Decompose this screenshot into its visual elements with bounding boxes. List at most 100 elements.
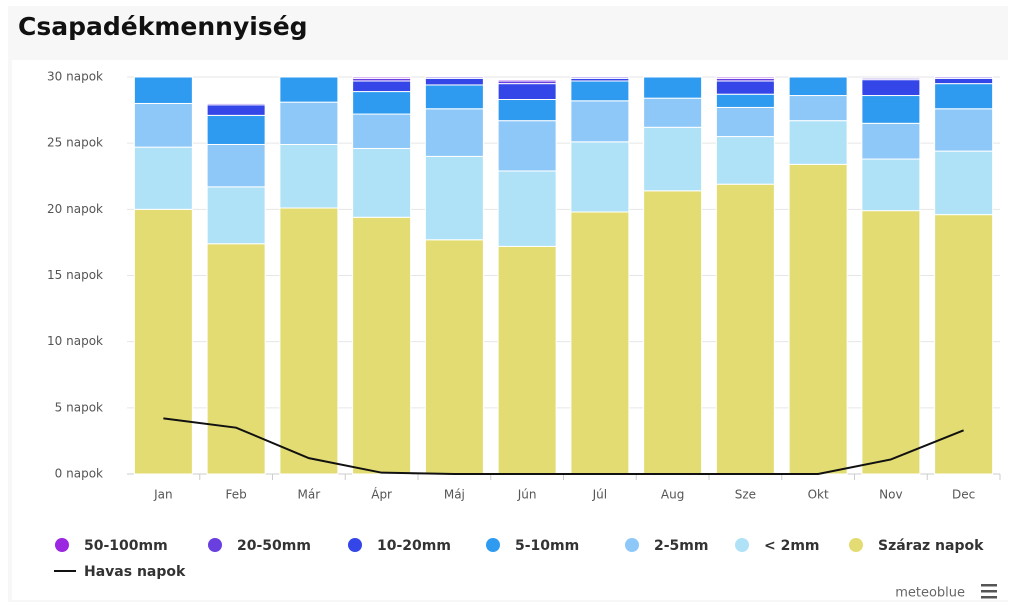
bar-segment (861, 158, 921, 212)
bar-segment (424, 239, 484, 475)
legend-label: 2-5mm (654, 538, 708, 554)
x-tick-label: Júl (592, 488, 607, 502)
bar-segment (934, 150, 994, 216)
bar-segment (133, 102, 193, 148)
bar-segment (570, 100, 630, 143)
bar-segment (643, 126, 703, 192)
bar-segment (133, 76, 193, 104)
bar-segment (497, 170, 557, 247)
bar-segment (352, 216, 412, 475)
bar-segment (352, 91, 412, 115)
legend-label: 20-50mm (237, 538, 311, 554)
bar-segment (934, 108, 994, 152)
legend-label: 10-20mm (377, 538, 451, 554)
bar-segment (497, 79, 557, 82)
bar-segment (715, 136, 775, 185)
x-tick-label: Aug (661, 488, 684, 502)
legend-label: < 2mm (764, 538, 820, 554)
x-tick-label: Már (298, 488, 321, 502)
x-tick-label: Sze (735, 488, 756, 502)
bar-segment (206, 114, 266, 145)
bar-segment (279, 76, 339, 103)
y-tick-label: 30 napok (47, 70, 103, 84)
legend-label: Száraz napok (878, 538, 984, 554)
x-tick-label: Jún (517, 488, 537, 502)
bar-segment (570, 211, 630, 475)
bar-segment (643, 97, 703, 128)
bar-segment (788, 163, 848, 475)
bar-segment (352, 113, 412, 149)
bar-segment (206, 186, 266, 245)
bar-segment (279, 101, 339, 145)
bar-segment (715, 80, 775, 95)
bar-segment (424, 108, 484, 157)
bar-segment (715, 183, 775, 475)
bar-segment (424, 155, 484, 241)
y-tick-label: 10 napok (47, 334, 103, 348)
bar-segment (133, 146, 193, 210)
bar-segment (424, 76, 484, 79)
bar-segment (279, 143, 339, 209)
bar-segment (424, 77, 484, 86)
bar-segment (352, 80, 412, 93)
bar-segment (352, 76, 412, 79)
legend-marker (849, 538, 863, 552)
bar-segment (715, 76, 775, 79)
menu-icon[interactable] (981, 584, 997, 599)
line (163, 417, 964, 475)
legend-marker (486, 538, 500, 552)
bar-segment (715, 106, 775, 138)
legend-label: Havas napok (84, 564, 186, 580)
x-tick-label: Máj (444, 488, 465, 502)
chart-title: Csapadékmennyiség (18, 12, 308, 41)
x-tick-label: Jan (153, 488, 173, 502)
x-tick-label: Okt (808, 488, 829, 502)
bar-segment (352, 147, 412, 218)
bar-segment (861, 210, 921, 475)
bar-segment (497, 83, 557, 100)
bar-segment (788, 76, 848, 97)
legend-marker (348, 538, 362, 552)
x-tick-label: Feb (226, 488, 247, 502)
legend-marker (625, 538, 639, 552)
bar-segment (133, 208, 193, 475)
y-tick-label: 20 napok (47, 202, 103, 216)
bar-segment (643, 190, 703, 475)
bar-segment (861, 122, 921, 160)
y-tick-label: 0 napok (55, 467, 103, 481)
legend-marker (55, 538, 69, 552)
y-tick-label: 15 napok (47, 268, 103, 282)
bar-segment (206, 104, 266, 116)
bar-segment (934, 214, 994, 475)
credit: meteoblue (895, 586, 965, 601)
bar-segment (788, 95, 848, 122)
x-tick-label: Nov (879, 488, 902, 502)
bar-segment (934, 83, 994, 110)
bar-segment (715, 93, 775, 108)
bar-segment (570, 141, 630, 213)
bar-segment (206, 143, 266, 188)
legend-label: 5-10mm (515, 538, 579, 554)
bar-segment (206, 102, 266, 106)
bar-segment (206, 243, 266, 475)
bar-segment (861, 95, 921, 124)
bar-segment (570, 76, 630, 79)
bar-segment (497, 245, 557, 475)
bar-segment (861, 77, 921, 81)
legend-label: 50-100mm (84, 538, 168, 554)
bar-segment (570, 80, 630, 102)
bar-segment (861, 79, 921, 97)
bar-segment (497, 98, 557, 122)
bar-segment (934, 76, 994, 79)
bar-segment (788, 120, 848, 165)
x-tick-label: Dec (952, 488, 975, 502)
bar-segment (643, 76, 703, 99)
legend-marker (735, 538, 749, 552)
legend-marker (208, 538, 222, 552)
bar-segment (497, 120, 557, 172)
bar-segment (279, 207, 339, 475)
y-tick-label: 25 napok (47, 136, 103, 150)
y-tick-label: 5 napok (55, 400, 103, 414)
